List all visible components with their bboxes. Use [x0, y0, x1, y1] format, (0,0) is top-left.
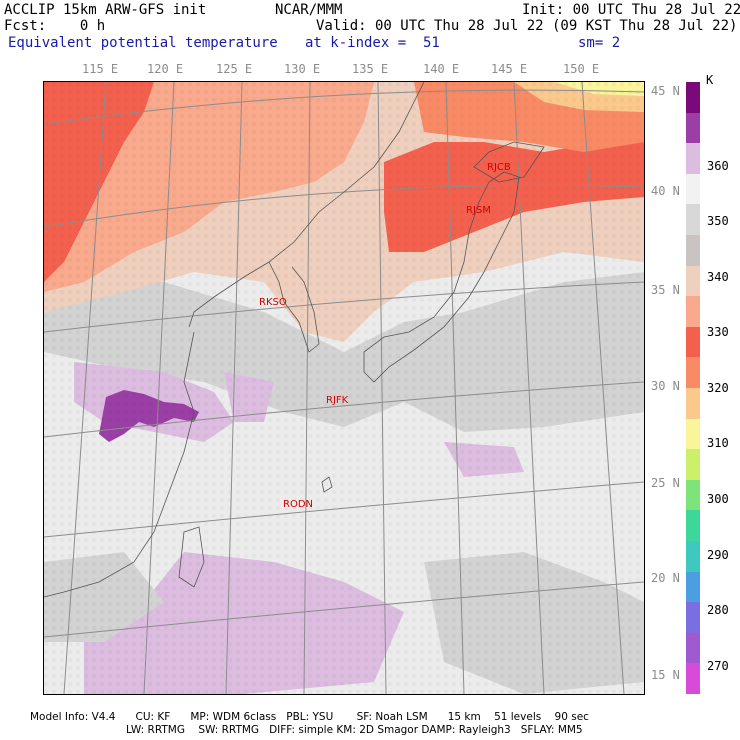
lat-label-30: 30 N: [651, 379, 680, 393]
lat-label-45: 45 N: [651, 84, 680, 98]
forecast-hour: Fcst: 0 h: [4, 18, 106, 34]
footer-model-info: Model Info: V4.4 CU: KF MP: WDM 6class P…: [30, 711, 589, 723]
valid-time: Valid: 00 UTC Thu 28 Jul 22 (09 KST Thu …: [316, 18, 738, 34]
level-label: at k-index = 51: [305, 35, 440, 51]
model-title: ACCLIP 15km ARW-GFS init: [4, 2, 207, 18]
colorbar-tick-290: 290: [707, 548, 729, 562]
lat-label-20: 20 N: [651, 571, 680, 585]
lat-label-25: 25 N: [651, 476, 680, 490]
theta-e-field: [44, 82, 644, 694]
colorbar-segment: [686, 112, 700, 144]
colorbar-segment: [686, 479, 700, 511]
colorbar-tick-350: 350: [707, 214, 729, 228]
colorbar-segment: [686, 510, 700, 541]
lat-label-35: 35 N: [651, 283, 680, 297]
station-rodn: RODN: [283, 499, 313, 510]
lon-label-150: 150 E: [563, 62, 600, 76]
lon-label-125: 125 E: [216, 62, 253, 76]
lon-label-145: 145 E: [491, 62, 528, 76]
colorbar-tick-280: 280: [707, 603, 729, 617]
colorbar-segment: [686, 540, 700, 572]
colorbar-segment: [686, 602, 700, 633]
colorbar-segment: [686, 173, 700, 205]
colorbar-segment: [686, 387, 700, 419]
colorbar-segment: [686, 449, 700, 480]
colorbar-segment: [686, 143, 700, 174]
colorbar-tick-270: 270: [707, 659, 729, 673]
lon-label-140: 140 E: [423, 62, 460, 76]
lon-label-130: 130 E: [284, 62, 321, 76]
colorbar-segment: [686, 418, 700, 450]
colorbar-segment: [686, 663, 700, 694]
smoothing-label: sm= 2: [578, 35, 621, 51]
colorbar-segment: [686, 234, 700, 266]
colorbar: [686, 82, 700, 694]
colorbar-tick-320: 320: [707, 381, 729, 395]
footer-physics-info: LW: RRTMG SW: RRTMG DIFF: simple KM: 2D …: [126, 724, 583, 736]
field-name: Equivalent potential temperature: [8, 35, 278, 51]
colorbar-unit: K: [706, 73, 714, 87]
init-time: Init: 00 UTC Thu 28 Jul 22: [522, 2, 740, 18]
organization-label: NCAR/MMM: [275, 2, 343, 18]
station-rjsm: RJSM: [466, 205, 491, 216]
colorbar-segment: [686, 632, 700, 664]
colorbar-tick-300: 300: [707, 492, 729, 506]
colorbar-segment: [686, 82, 700, 113]
colorbar-tick-340: 340: [707, 270, 729, 284]
map-panel: [43, 81, 645, 695]
lon-label-120: 120 E: [147, 62, 184, 76]
colorbar-tick-330: 330: [707, 325, 729, 339]
colorbar-segment: [686, 265, 700, 297]
lat-label-40: 40 N: [651, 184, 680, 198]
graticule: [44, 82, 644, 694]
colorbar-segment: [686, 204, 700, 235]
colorbar-tick-360: 360: [707, 159, 729, 173]
colorbar-segment: [686, 296, 700, 327]
lat-label-15: 15 N: [651, 668, 680, 682]
station-rkso: RKSO: [259, 297, 287, 308]
lon-label-115: 115 E: [82, 62, 119, 76]
station-rjcb: RJCB: [487, 162, 511, 173]
colorbar-segment: [686, 357, 700, 388]
colorbar-tick-310: 310: [707, 436, 729, 450]
colorbar-segment: [686, 326, 700, 358]
station-rjfk: RJFK: [326, 395, 349, 406]
coastlines: [44, 82, 545, 598]
colorbar-segment: [686, 571, 700, 603]
field-texture: [44, 82, 644, 694]
lon-label-135: 135 E: [352, 62, 389, 76]
